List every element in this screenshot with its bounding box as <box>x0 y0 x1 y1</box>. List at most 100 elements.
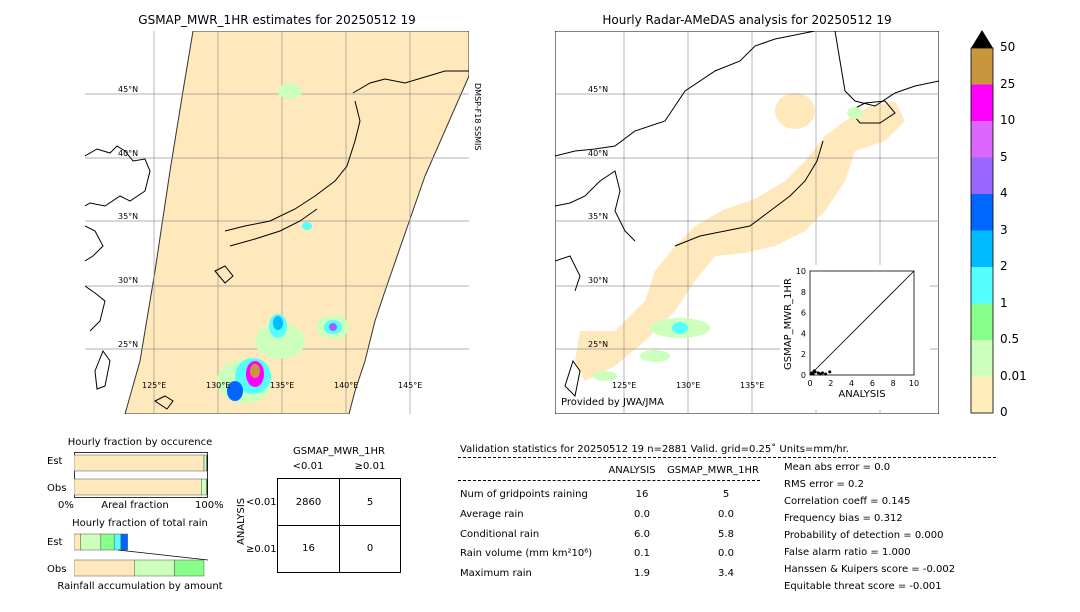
colorbar-label: 4 <box>1000 186 1008 200</box>
scatter-point <box>820 371 824 375</box>
fraction-segment <box>80 533 102 551</box>
lon-label: 130°E <box>206 381 231 390</box>
score-line: Frequency bias = 0.312 <box>784 513 903 524</box>
occurrence-bars <box>73 452 209 498</box>
scatter-x-tick: 6 <box>870 379 875 388</box>
occurrence-title: Hourly fraction by occurence <box>67 437 213 448</box>
stat-analysis: 0.1 <box>634 548 650 559</box>
row-est-label: Est <box>47 537 63 548</box>
score-line: Mean abs error = 0.0 <box>784 462 891 473</box>
lat-label: 45°N <box>118 85 139 94</box>
stat-analysis: 1.9 <box>634 568 650 579</box>
stat-analysis: 16 <box>635 489 649 500</box>
stat-gsmap: 5.8 <box>718 529 734 540</box>
axis-right-label: 100% <box>195 500 224 511</box>
right-map-canvas <box>554 30 940 415</box>
colorbar-label: 10 <box>1000 113 1016 127</box>
scatter-y-tick: 4 <box>801 329 806 338</box>
colorbar-band <box>971 267 993 304</box>
table-divider <box>458 480 760 481</box>
stat-label: Rain volume (mm km²10⁶) <box>460 548 593 559</box>
fraction-segment <box>206 478 209 496</box>
colorbar-labels: 50 25 10 5 4 3 2 1 0.5 0.01 0 <box>1000 30 1060 419</box>
scatter-x-tick: 0 <box>807 379 812 388</box>
colorbar <box>970 30 994 414</box>
col-analysis-header: ANALYSIS <box>608 465 656 476</box>
scatter-point <box>812 369 816 373</box>
table-cell: 0 <box>366 543 374 554</box>
lat-label: 35°N <box>118 212 139 221</box>
contingency-title: GSMAP_MWR_1HR <box>293 446 385 457</box>
right-map-title: Hourly Radar-AMeDAS analysis for 2025051… <box>602 13 892 27</box>
stat-analysis: 0.0 <box>634 509 650 520</box>
score-line: Equitable threat score = -0.001 <box>784 581 942 592</box>
fraction-segment <box>100 533 115 551</box>
total-bars <box>73 533 209 577</box>
scatter-y-tick: 0 <box>801 371 806 380</box>
scatter-x-tick: 4 <box>849 379 854 388</box>
lat-label: 45°N <box>588 85 609 94</box>
fraction-segment <box>203 454 207 472</box>
score-line: False alarm ratio = 1.000 <box>784 547 911 558</box>
row-est-label: Est <box>47 456 63 467</box>
fraction-segment <box>120 533 128 551</box>
accum-label: Rainfall accumulation by amount <box>57 581 223 592</box>
colorbar-label: 25 <box>1000 76 1016 91</box>
fraction-segment <box>73 454 205 472</box>
fraction-segment <box>73 478 202 496</box>
colorbar-label: 3 <box>1000 222 1008 237</box>
stat-label: Conditional rain <box>460 529 540 540</box>
occurrence-chart <box>73 452 209 498</box>
stat-gsmap: 0.0 <box>718 548 734 559</box>
score-line: Probability of detection = 0.000 <box>784 530 944 541</box>
contingency-table: 2860 5 16 0 <box>277 478 401 573</box>
lon-label: 145°E <box>398 381 423 390</box>
lon-label: 130°E <box>676 381 701 390</box>
colorbar-band <box>971 303 993 340</box>
colorbar-label: 5 <box>1000 149 1008 164</box>
table-cell: 5 <box>366 497 374 508</box>
axis-left-label: 0% <box>58 500 74 511</box>
colorbar-canvas <box>970 30 994 414</box>
colorbar-band <box>971 340 993 377</box>
fraction-segment <box>134 559 175 577</box>
fraction-segment <box>206 454 209 472</box>
lon-label: 135°E <box>270 381 295 390</box>
fraction-segment <box>174 559 205 577</box>
lat-label: 25°N <box>118 340 139 349</box>
row-lt-label: <0.01 <box>246 497 277 508</box>
fraction-segment <box>73 533 81 551</box>
scatter-x-tick: 8 <box>891 379 896 388</box>
lon-label: 125°E <box>612 381 637 390</box>
score-line: RMS error = 0.2 <box>784 479 864 490</box>
left-map <box>84 30 470 415</box>
score-line: Correlation coeff = 0.145 <box>784 496 911 507</box>
col-lt-label: <0.01 <box>292 461 324 472</box>
stat-label: Num of gridpoints raining <box>460 489 588 500</box>
scatter-point <box>828 370 832 374</box>
scatter-x-tick: 2 <box>828 379 833 388</box>
colorbar-label: 2 <box>1000 259 1008 273</box>
scatter-xlabel: ANALYSIS <box>838 389 886 400</box>
colorbar-band <box>971 194 993 231</box>
fraction-segment <box>73 559 135 577</box>
lon-label: 125°E <box>142 381 167 390</box>
accumulation-connector <box>117 549 209 561</box>
total-chart <box>73 532 209 579</box>
scatter-x-tick: 10 <box>909 379 919 388</box>
lat-label: 25°N <box>588 340 609 349</box>
scatter-y-tick: 8 <box>801 288 806 297</box>
scatter-ylabel: GSMAP_MWR_1HR <box>783 278 794 370</box>
colorbar-band <box>971 121 993 158</box>
colorbar-band <box>971 376 993 413</box>
lat-label: 40°N <box>588 149 609 158</box>
colorbar-label: 0.5 <box>1000 332 1020 346</box>
score-line: Hanssen & Kuipers score = -0.002 <box>784 564 956 575</box>
stat-analysis: 6.0 <box>634 529 650 540</box>
stat-gsmap: 3.4 <box>718 568 734 579</box>
stat-label: Average rain <box>460 509 524 520</box>
scatter-plot: 00 2 2 4 4 6 6 8 8 10 10 <box>796 267 919 388</box>
fraction-segment <box>113 533 122 551</box>
table-cell: 16 <box>302 543 315 554</box>
stat-label: Maximum rain <box>460 568 532 579</box>
